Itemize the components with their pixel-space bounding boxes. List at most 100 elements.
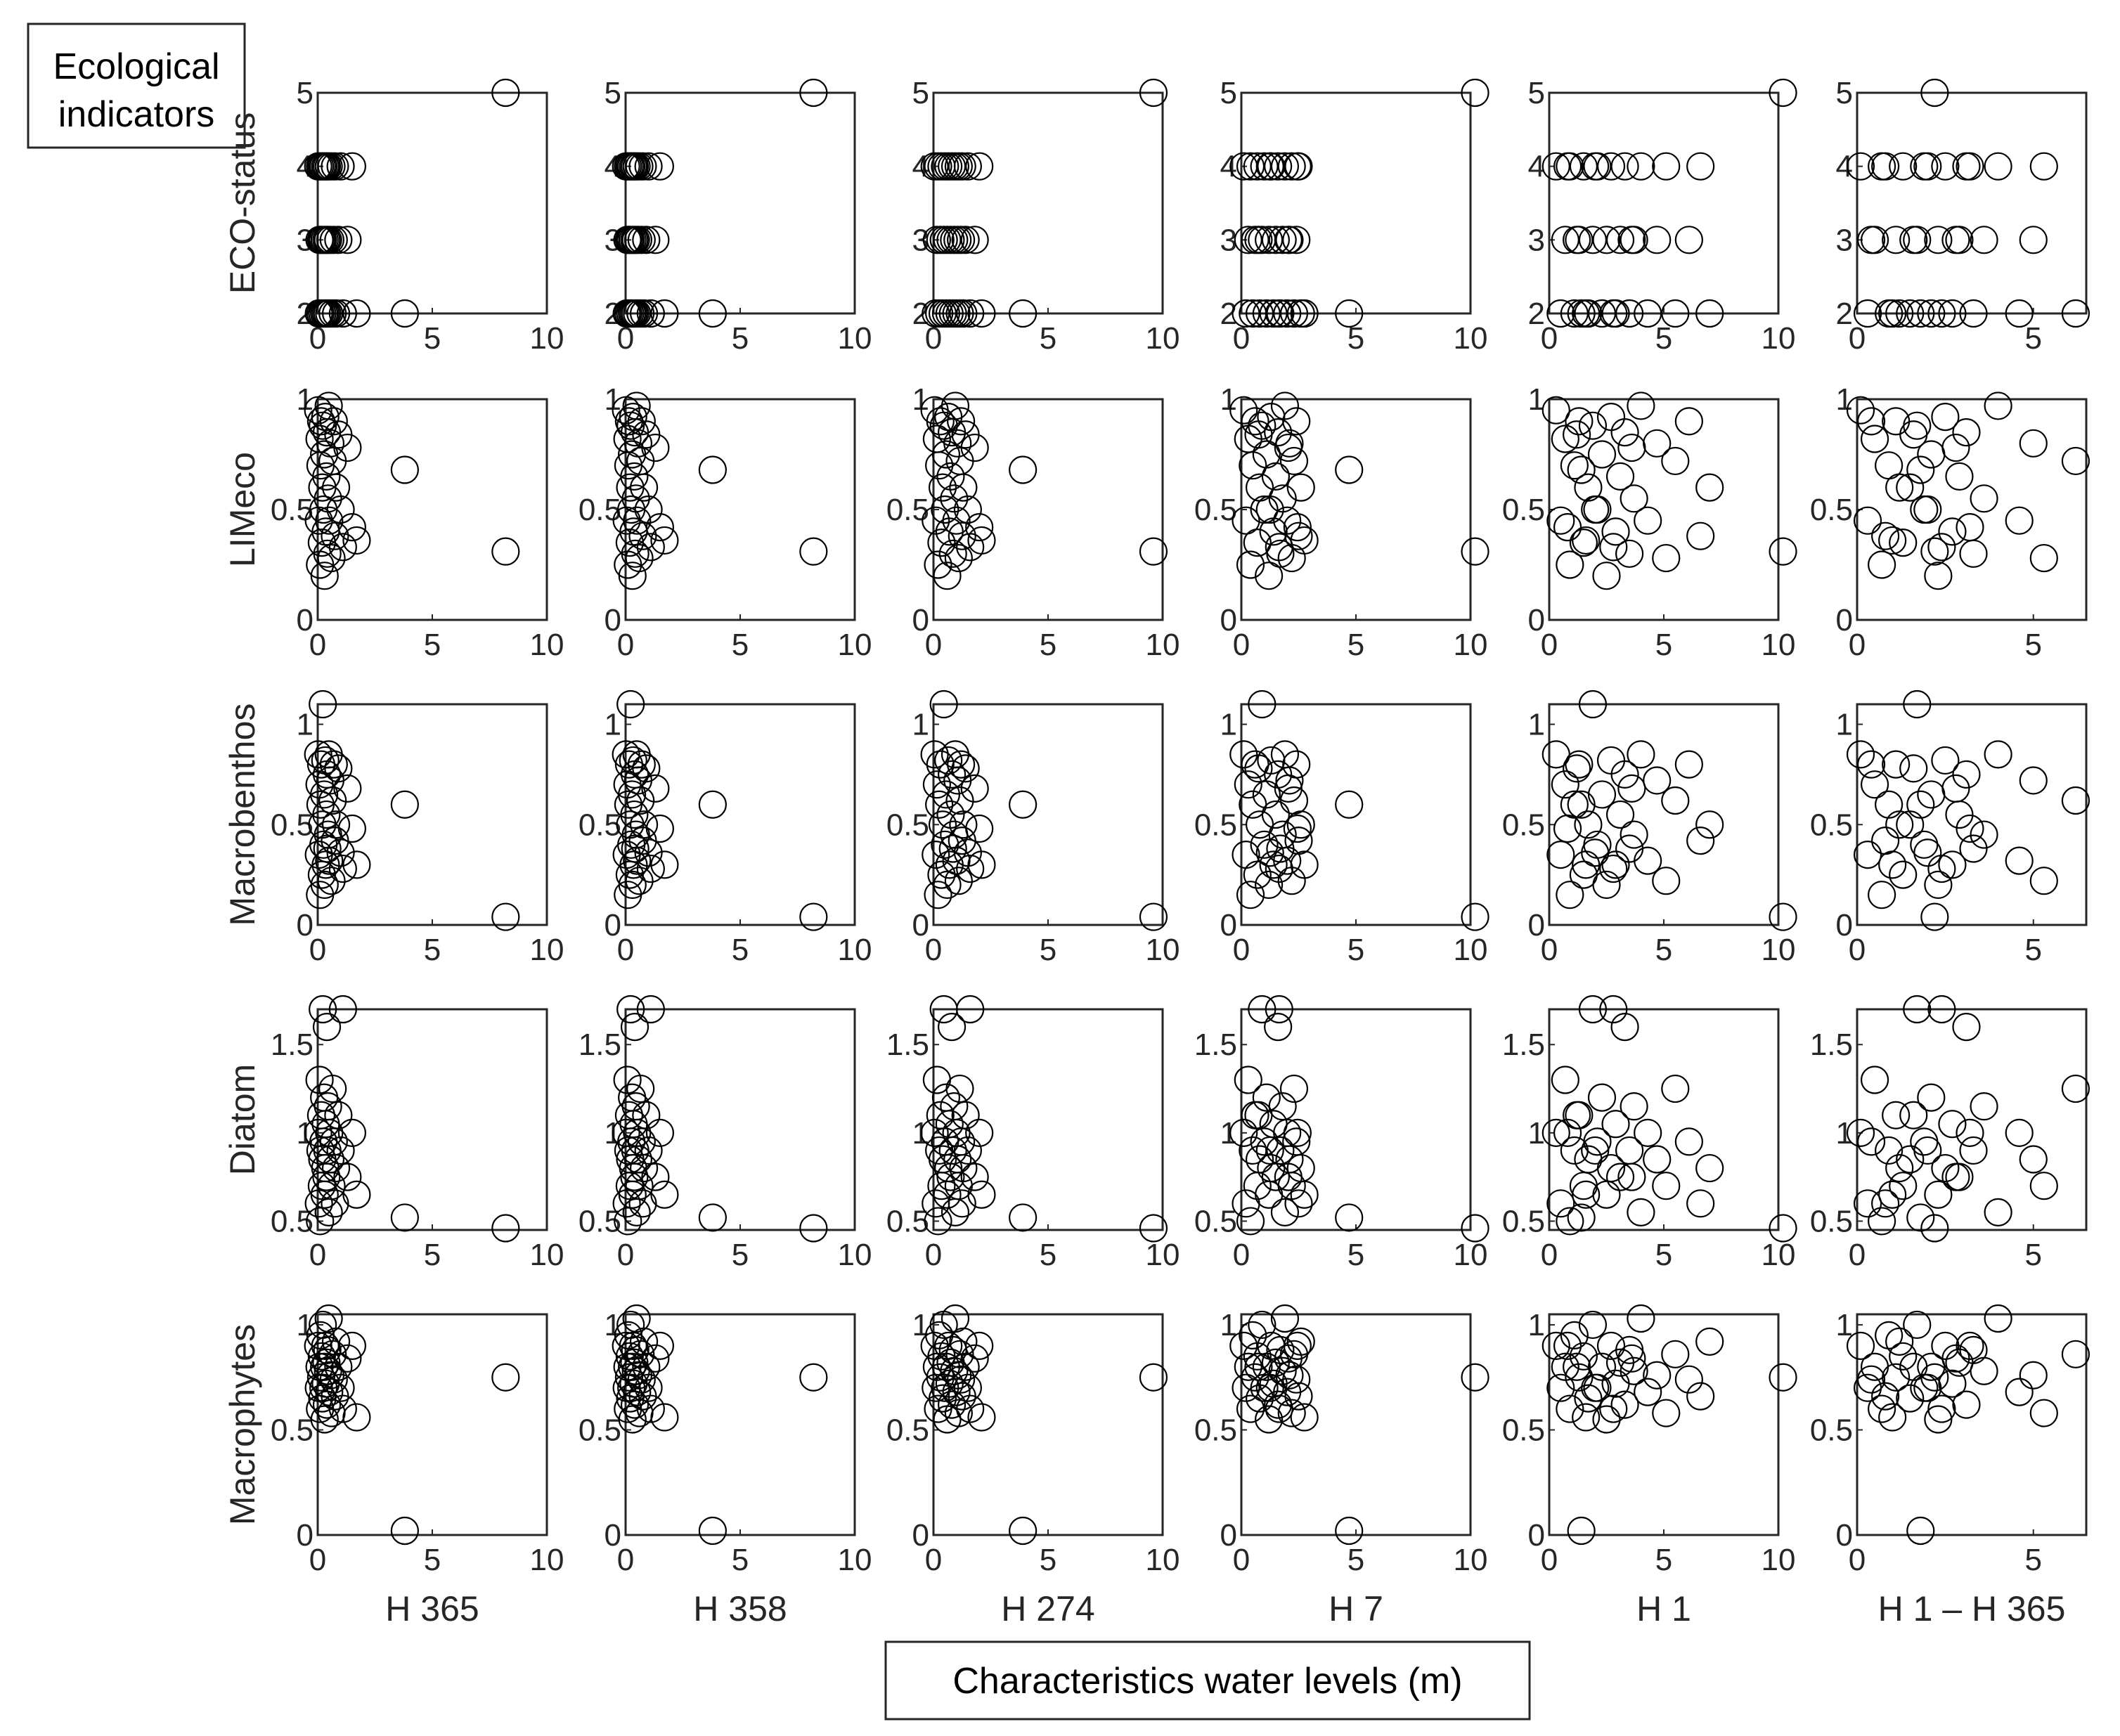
scatter-point [2019,1145,2048,1174]
scatter-point [1927,533,1956,562]
scatter-point [1139,1363,1168,1392]
panel-macrobenthos-h-365: 0 5 10 0 0.5 1 [271,689,564,967]
scatter-point [1652,1172,1681,1200]
scatter-point [698,455,727,484]
x-tick-label: 10 [1146,321,1180,356]
scatter-point [1896,1384,1925,1413]
scatter-point [1578,689,1608,719]
scatter-point [928,473,957,502]
scatter-point [625,867,654,895]
scatter-point [799,78,828,108]
scatter-point [1244,1101,1273,1129]
scatter-point [1674,407,1703,436]
scatter-point [618,780,647,809]
scatter-point [1335,1516,1364,1546]
scatter-point [1255,495,1284,524]
scatter-point [799,537,828,566]
scatter-point [698,299,727,328]
scatter-point [926,407,955,436]
scatter-point [1769,902,1797,931]
scatter-point [1615,539,1644,568]
scatter-point [1917,299,1946,328]
scatter-point [1924,1180,1953,1209]
x-tick-label: 0 [1541,933,1558,967]
scatter-point [1906,1203,1935,1232]
scatter-point [618,870,647,900]
scatter-point [321,299,351,328]
y-tick-label: 0 [1528,908,1545,943]
scatter-point [1938,299,1967,328]
y-tick-label: 0.5 [1194,1204,1237,1238]
scatter-point [1257,1153,1286,1183]
scatter-point [333,1344,362,1373]
scatter-point [1265,299,1293,328]
scatter-point [1853,840,1882,869]
y-tick-label: 0.5 [579,808,621,842]
scatter-point [1599,533,1628,562]
y-tick-label: 0.5 [579,493,621,527]
scatter-point [1882,1363,1911,1392]
scatter-point [1952,1390,1981,1419]
scatter-point [2061,299,2090,328]
scatter-point [316,429,345,458]
scatter-point [1871,152,1900,181]
y-tick-label: 0.5 [1194,493,1237,527]
scatter-point [948,1189,976,1218]
scatter-point [1587,1352,1617,1381]
scatter-point [629,1153,659,1183]
y-tick-label: 5 [912,76,929,110]
scatter-point [945,1074,974,1103]
scatter-point [309,689,337,719]
scatter-point [924,881,952,909]
y-tick-label: 0.5 [1502,1204,1545,1238]
y-tick-label: 4 [1836,150,1853,184]
panel-diatom-h-1: 0 5 100.511.5 [1502,995,1797,1272]
scatter-point [328,533,357,562]
scatter-point [1695,1153,1724,1183]
scatter-point [634,1136,663,1165]
scatter-point [628,1189,657,1218]
scatter-point [1139,537,1168,566]
scatter-point [2029,1399,2058,1427]
x-tick-label: 5 [2025,1238,2042,1272]
scatter-point [1941,774,1970,803]
scatter-point [1871,522,1900,550]
scatter-point [1335,1203,1364,1232]
scatter-point [965,513,994,542]
scatter-point [1906,790,1935,819]
scatter-point [1920,1363,1949,1392]
scatter-point [1009,1516,1038,1546]
scatter-point [927,528,956,557]
x-tick-label: 10 [530,628,564,662]
scatter-point [1563,1352,1591,1381]
scatter-point [1556,1394,1584,1423]
scatter-point [1627,1198,1655,1226]
scatter-point [310,562,339,590]
scatter-point [1250,152,1279,181]
x-tick-label: 0 [1541,628,1558,662]
scatter-point [650,850,679,879]
y-tick-label: 2 [912,297,929,331]
scatter-point [1617,774,1646,803]
scatter-point [1259,850,1288,879]
scatter-point [313,539,342,568]
scatter-point [960,433,989,462]
scatter-point [1652,543,1681,573]
scatter-point [337,513,366,542]
y-tick-label: 0 [1220,908,1237,943]
x-tick-label: 5 [424,1238,441,1272]
scatter-point [1250,830,1279,859]
scatter-point [938,1136,967,1165]
water-levels-box: Characteristics water levels (m) [884,1640,1531,1721]
y-tick-label: 1 [297,708,314,742]
x-tick-label: 0 [925,1543,942,1577]
scatter-point [317,1172,346,1200]
x-tick-label: 10 [530,321,564,356]
scatter-point [1634,846,1662,875]
scatter-point [342,850,371,879]
scatter-point [934,746,963,775]
scatter-point [1686,152,1715,181]
scatter-point [321,152,349,181]
scatter-point [922,840,950,869]
